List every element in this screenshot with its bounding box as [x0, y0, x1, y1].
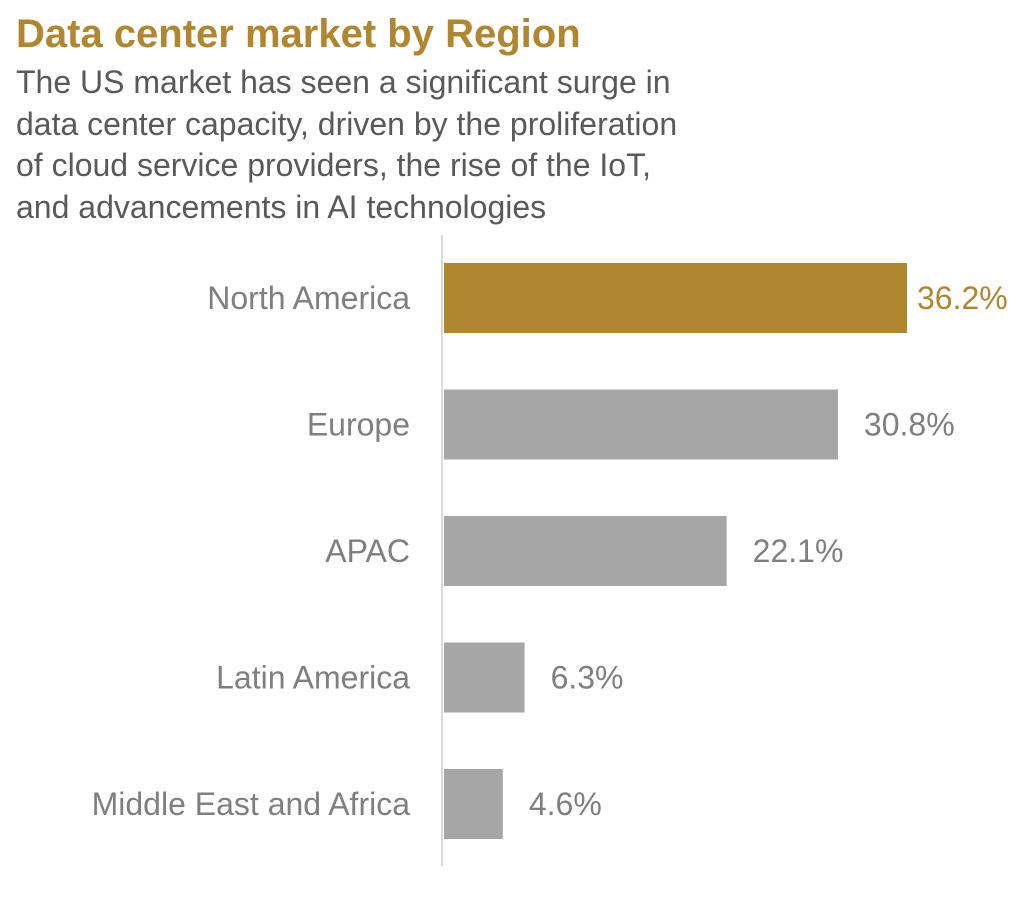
category-label: Europe	[307, 407, 410, 443]
bars-group	[444, 263, 907, 839]
bar-latin-america	[444, 642, 525, 713]
value-labels-group: 36.2% 30.8% 22.1% 6.3% 4.6%	[529, 280, 1008, 822]
subtitle-line: of cloud service providers, the rise of …	[16, 147, 651, 183]
value-label: 36.2%	[917, 280, 1008, 316]
category-label: APAC	[325, 533, 410, 569]
category-labels-group: North America Europe APAC Latin America Midd…	[92, 280, 411, 822]
value-label: 4.6%	[529, 786, 602, 822]
chart-subtitle: The US market has seen a significant sur…	[16, 62, 816, 228]
bar-middle-east-and-africa	[444, 769, 503, 839]
bar-north-america	[444, 263, 907, 333]
subtitle-line: The US market has seen a significant sur…	[16, 64, 671, 100]
category-label: Latin America	[216, 660, 410, 696]
subtitle-line: and advancements in AI technologies	[16, 188, 547, 225]
value-label: 30.8%	[864, 407, 955, 443]
subtitle-line: data center capacity, driven by the prol…	[16, 105, 678, 142]
value-label: 6.3%	[551, 660, 624, 696]
category-label: North America	[207, 280, 410, 316]
bar-apac	[444, 516, 727, 586]
value-label: 22.1%	[753, 533, 844, 569]
chart-title: Data center market by Region	[16, 12, 581, 56]
bar-europe	[444, 389, 838, 460]
category-label: Middle East and Africa	[92, 786, 411, 822]
